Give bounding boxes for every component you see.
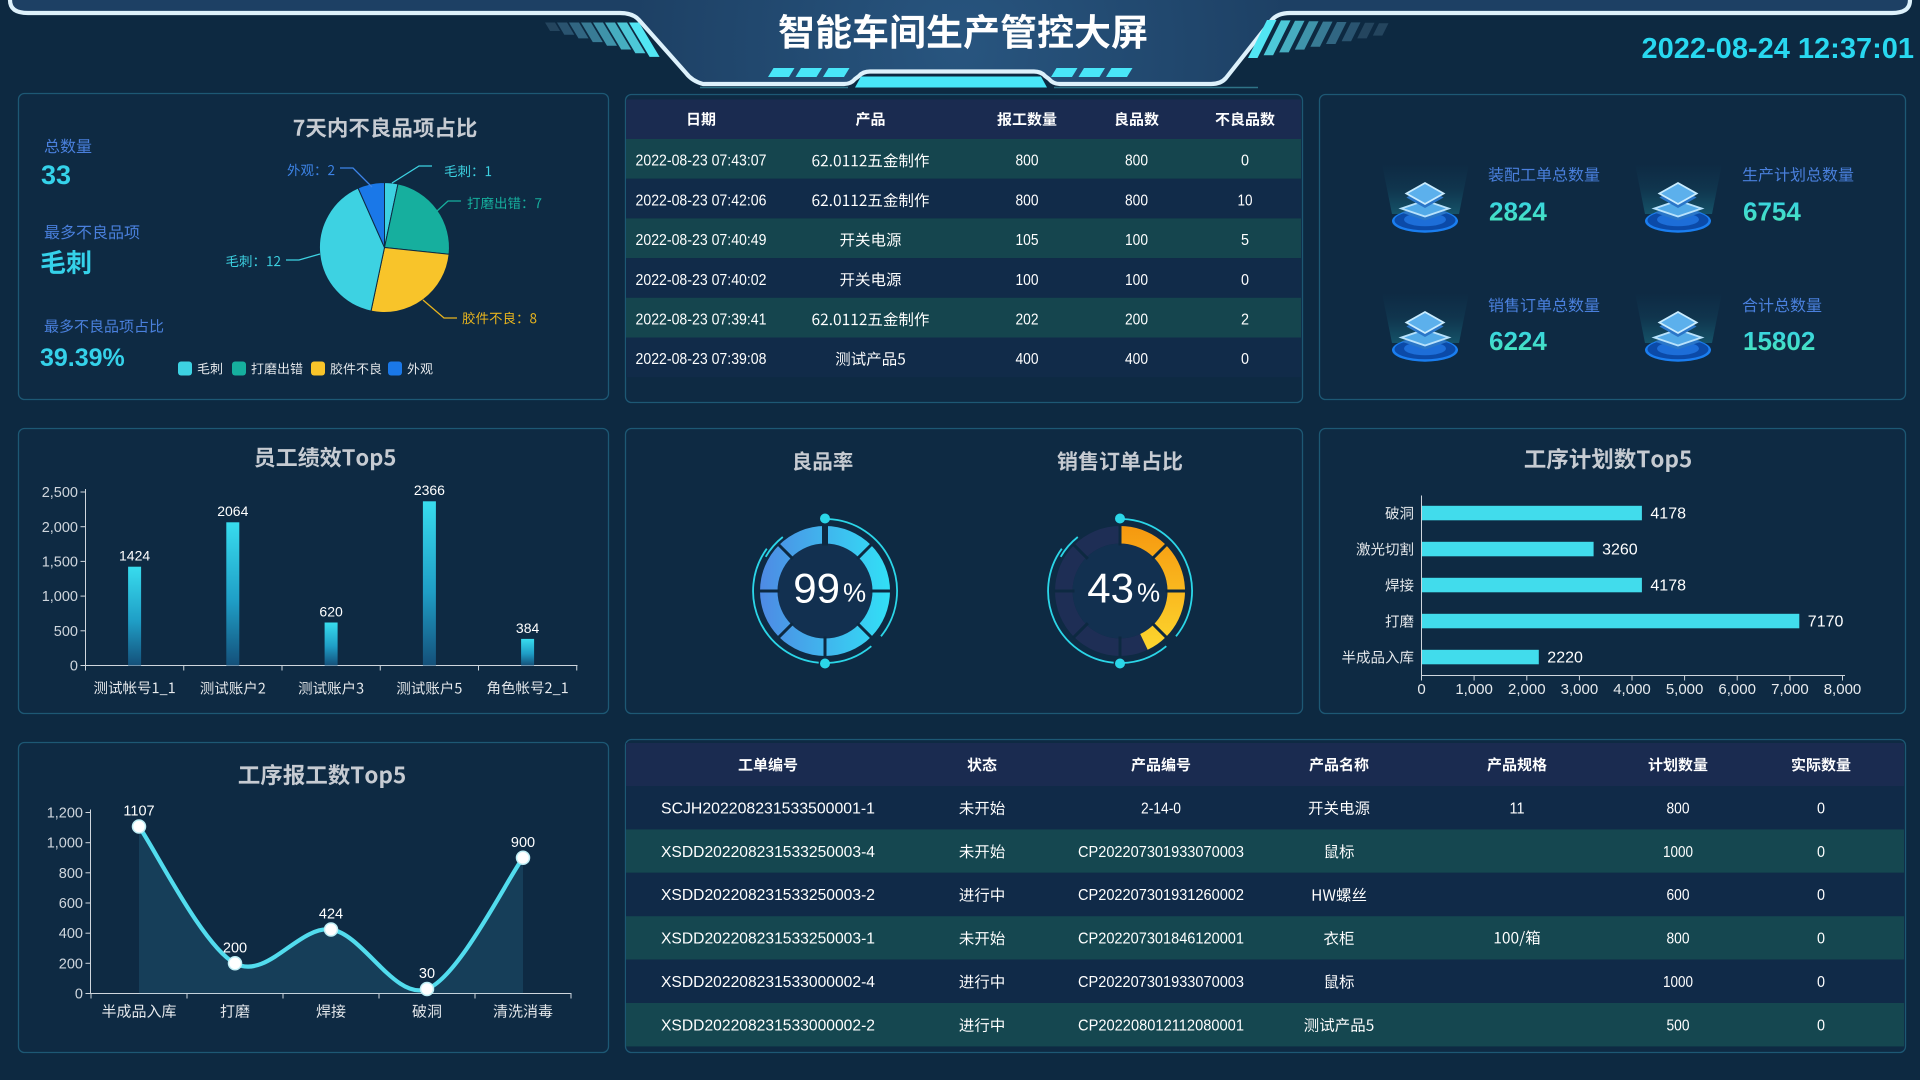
svg-text:800: 800	[1016, 153, 1039, 170]
svg-text:2022-08-24 12:37:01: 2022-08-24 12:37:01	[1642, 33, 1914, 65]
svg-text:800: 800	[1016, 192, 1039, 209]
svg-text:0: 0	[1241, 153, 1249, 170]
svg-text:2220: 2220	[1547, 650, 1583, 667]
svg-text:CP202207301933070003: CP202207301933070003	[1078, 844, 1244, 861]
svg-text:2-14-0: 2-14-0	[1141, 800, 1181, 817]
svg-text:43: 43	[1087, 565, 1134, 612]
svg-text:CP202207301931260002: CP202207301931260002	[1078, 887, 1244, 904]
svg-text:400: 400	[1125, 351, 1148, 368]
svg-text:30: 30	[419, 966, 435, 982]
svg-text:CP202207301933070003: CP202207301933070003	[1078, 974, 1244, 991]
svg-text:1,200: 1,200	[47, 806, 83, 822]
svg-text:600: 600	[59, 896, 83, 912]
svg-text:900: 900	[511, 835, 535, 851]
svg-text:800: 800	[1667, 931, 1690, 948]
svg-text:1424: 1424	[119, 548, 150, 564]
svg-text:8,000: 8,000	[1824, 681, 1862, 698]
svg-text:0: 0	[1417, 681, 1425, 698]
svg-text:2,000: 2,000	[1508, 681, 1546, 698]
svg-text:2022-08-23 07:42:06: 2022-08-23 07:42:06	[636, 192, 767, 209]
svg-text:6224: 6224	[1489, 326, 1547, 356]
svg-text:0: 0	[1241, 351, 1249, 368]
svg-text:100: 100	[1016, 272, 1039, 289]
svg-text:800: 800	[59, 866, 83, 882]
svg-text:0: 0	[1817, 844, 1825, 861]
svg-text:2,500: 2,500	[42, 485, 78, 501]
svg-text:0: 0	[1817, 1017, 1825, 1034]
svg-text:2824: 2824	[1489, 196, 1547, 226]
svg-text:10: 10	[1238, 192, 1253, 209]
svg-text:105: 105	[1016, 232, 1039, 249]
svg-text:5,000: 5,000	[1666, 681, 1704, 698]
svg-text:11: 11	[1510, 800, 1525, 817]
svg-text:1000: 1000	[1663, 844, 1693, 861]
svg-text:620: 620	[319, 603, 343, 619]
svg-text:4,000: 4,000	[1613, 681, 1651, 698]
svg-text:800: 800	[1125, 192, 1148, 209]
svg-text:XSDD202208231533250003-1: XSDD202208231533250003-1	[661, 931, 875, 948]
svg-text:500: 500	[54, 624, 78, 640]
svg-text:2022-08-23 07:39:08: 2022-08-23 07:39:08	[636, 351, 767, 368]
svg-text:33: 33	[41, 160, 71, 190]
svg-text:1,000: 1,000	[42, 589, 78, 605]
svg-text:100: 100	[1125, 272, 1148, 289]
svg-text:2,000: 2,000	[42, 520, 78, 536]
svg-text:7170: 7170	[1808, 614, 1844, 631]
svg-text:6,000: 6,000	[1718, 681, 1756, 698]
svg-text:XSDD202208231533250003-2: XSDD202208231533250003-2	[661, 887, 875, 904]
svg-text:39.39%: 39.39%	[40, 344, 125, 372]
svg-text:100: 100	[1125, 232, 1148, 249]
svg-text:2: 2	[1241, 312, 1249, 329]
svg-text:0: 0	[70, 659, 78, 675]
svg-text:200: 200	[223, 940, 247, 956]
svg-text:0: 0	[1817, 887, 1825, 904]
svg-text:424: 424	[319, 907, 343, 923]
svg-text:202: 202	[1016, 312, 1039, 329]
svg-text:0: 0	[1241, 272, 1249, 289]
svg-text:99: 99	[793, 565, 840, 612]
svg-text:600: 600	[1667, 887, 1690, 904]
svg-text:400: 400	[1016, 351, 1039, 368]
svg-text:2022-08-23 07:40:49: 2022-08-23 07:40:49	[636, 232, 767, 249]
svg-text:500: 500	[1667, 1017, 1690, 1034]
svg-text:0: 0	[75, 987, 83, 1003]
svg-text:6754: 6754	[1743, 196, 1801, 226]
svg-text:2064: 2064	[217, 503, 248, 519]
svg-text:1,000: 1,000	[47, 836, 83, 852]
svg-text:2022-08-23 07:40:02: 2022-08-23 07:40:02	[636, 272, 767, 289]
svg-text:%: %	[1137, 578, 1160, 608]
svg-text:5: 5	[1241, 232, 1249, 249]
svg-text:200: 200	[1125, 312, 1148, 329]
svg-text:XSDD202208231533250003-4: XSDD202208231533250003-4	[661, 844, 875, 861]
svg-text:4178: 4178	[1650, 506, 1686, 523]
svg-text:400: 400	[59, 926, 83, 942]
svg-text:7,000: 7,000	[1771, 681, 1809, 698]
svg-text:4178: 4178	[1650, 578, 1686, 595]
svg-text:800: 800	[1667, 800, 1690, 817]
svg-text:15802: 15802	[1743, 326, 1815, 356]
svg-text:0: 0	[1817, 931, 1825, 948]
svg-text:2366: 2366	[414, 482, 445, 498]
svg-text:0: 0	[1817, 974, 1825, 991]
svg-text:3,000: 3,000	[1561, 681, 1599, 698]
svg-text:SCJH202208231533500001-1: SCJH202208231533500001-1	[661, 800, 875, 817]
svg-text:XSDD202208231533000002-2: XSDD202208231533000002-2	[661, 1017, 875, 1034]
svg-text:1000: 1000	[1663, 974, 1693, 991]
svg-text:1107: 1107	[123, 804, 154, 820]
svg-text:2022-08-23 07:39:41: 2022-08-23 07:39:41	[636, 312, 767, 329]
svg-text:CP202207301846120001: CP202207301846120001	[1078, 931, 1244, 948]
svg-text:3260: 3260	[1602, 542, 1638, 559]
svg-text:0: 0	[1817, 800, 1825, 817]
svg-text:384: 384	[516, 620, 540, 636]
svg-text:1,500: 1,500	[42, 555, 78, 571]
svg-text:1,000: 1,000	[1455, 681, 1493, 698]
svg-text:%: %	[843, 578, 866, 608]
svg-text:CP202208012112080001: CP202208012112080001	[1078, 1017, 1244, 1034]
svg-text:200: 200	[59, 956, 83, 972]
svg-text:XSDD202208231533000002-4: XSDD202208231533000002-4	[661, 974, 875, 991]
svg-text:800: 800	[1125, 153, 1148, 170]
svg-text:2022-08-23 07:43:07: 2022-08-23 07:43:07	[636, 153, 767, 170]
